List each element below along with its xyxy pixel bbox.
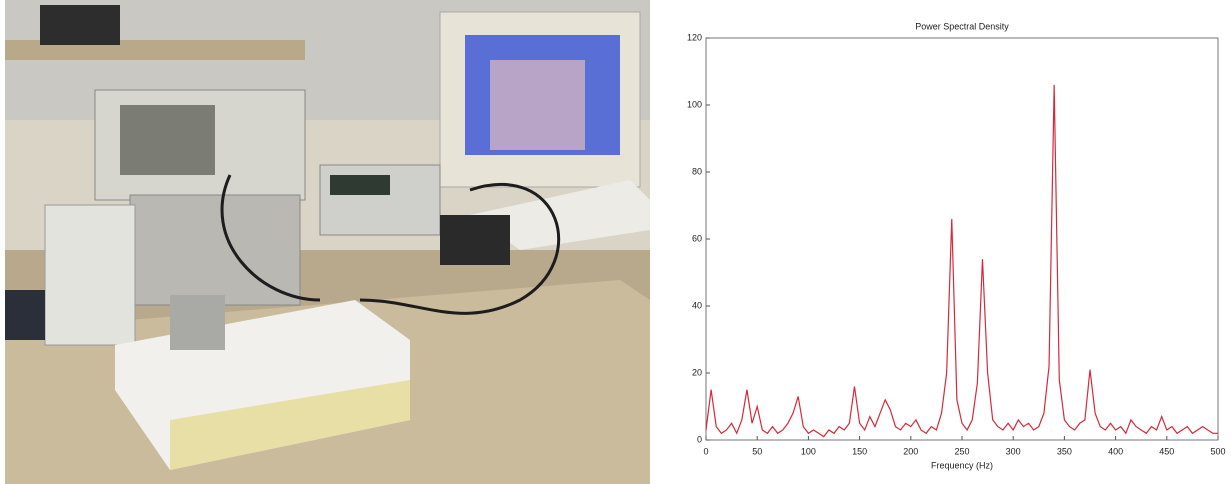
x-tick-label: 150 [852,446,867,456]
x-tick-label: 100 [801,446,816,456]
x-tick-label: 350 [1057,446,1072,456]
x-tick-label: 450 [1159,446,1174,456]
x-tick-label: 250 [954,446,969,456]
chart-title: Power Spectral Density [915,21,1009,31]
y-tick-label: 120 [687,32,702,42]
psd-chart: Power Spectral Density Frequency (Hz) 0 5… [687,21,1226,470]
lab-photo [5,0,650,484]
y-tick-label: 40 [692,300,702,310]
x-tick-label: 50 [752,446,762,456]
x-tick-label: 500 [1210,446,1225,456]
y-tick-label: 20 [692,367,702,377]
y-tick-label: 0 [697,434,702,444]
x-tick-label: 200 [903,446,918,456]
y-tick-label: 60 [692,233,702,243]
x-tick-label: 300 [1006,446,1021,456]
y-tick-label: 100 [687,99,702,109]
psd-line [705,84,1218,438]
plot-area [705,37,1219,441]
y-tick-label: 80 [692,166,702,176]
x-axis-label: Frequency (Hz) [931,460,993,470]
x-tick-label: 400 [1108,446,1123,456]
x-tick-label: 0 [703,446,708,456]
